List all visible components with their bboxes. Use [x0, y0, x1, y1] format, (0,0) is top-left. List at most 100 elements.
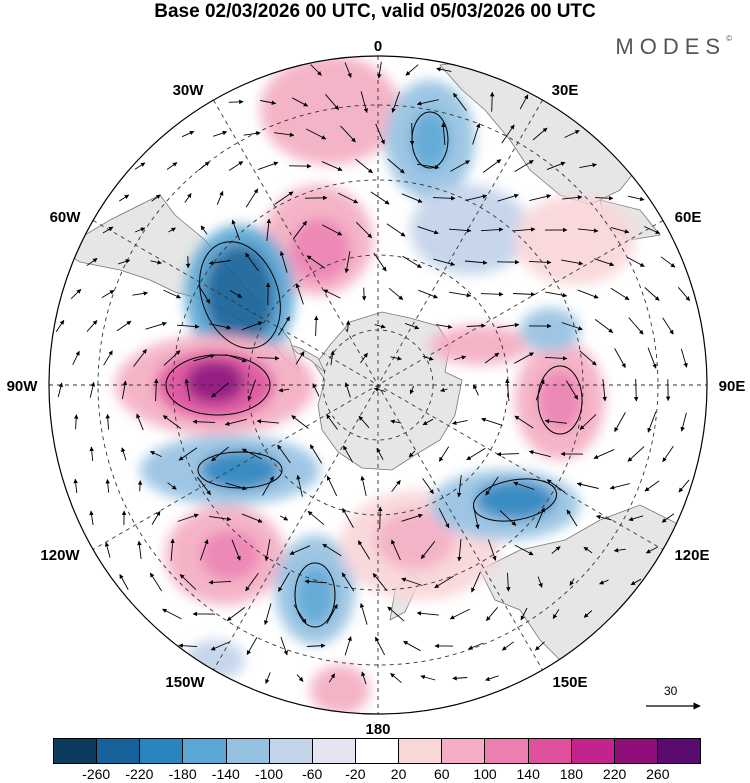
wind-vector	[177, 513, 199, 522]
wind-vector	[614, 412, 626, 432]
wind-vector	[438, 507, 450, 529]
wind-vector	[342, 508, 354, 528]
wind-vector	[662, 445, 674, 463]
wind-vector	[627, 257, 645, 267]
wind-vector	[193, 353, 216, 362]
wind-vector	[274, 132, 295, 138]
lon-label-60e: 60E	[675, 209, 702, 226]
wind-vector	[118, 259, 131, 265]
wind-vector	[375, 636, 385, 656]
wind-vector	[55, 319, 65, 333]
wind-vector	[246, 637, 258, 655]
colorbar-swatch	[442, 739, 486, 763]
wind-vector	[209, 515, 232, 522]
wind-vector	[561, 322, 583, 331]
wind-vector	[481, 417, 503, 426]
colorbar-swatch	[140, 739, 184, 763]
wind-vector	[416, 99, 439, 106]
wind-vector	[497, 193, 519, 202]
wind-vector	[341, 572, 355, 592]
pos-anomaly-i	[538, 370, 582, 430]
wind-vector	[119, 574, 129, 590]
wind-vector	[121, 447, 127, 461]
wind-vector	[306, 255, 326, 269]
wind-vector	[465, 194, 488, 201]
wind-vector	[576, 482, 599, 489]
wind-vector	[241, 513, 263, 523]
wind-vector	[377, 61, 382, 79]
wind-vector	[535, 507, 545, 529]
wind-vector	[514, 160, 534, 172]
wind-vector	[360, 475, 367, 496]
wind-vector	[472, 123, 481, 145]
wind-vector	[326, 604, 338, 624]
lon-label-150w: 150W	[165, 674, 205, 691]
wind-vector	[257, 161, 279, 171]
wind-vector	[537, 576, 543, 588]
wind-vector	[374, 324, 386, 329]
wind-vector	[645, 546, 658, 554]
wind-vector	[137, 480, 143, 492]
colorbar-tick-label: -100	[254, 766, 284, 782]
colorbar-swatch	[657, 739, 701, 763]
wind-vector	[577, 289, 599, 299]
colorbar-swatch	[312, 739, 356, 763]
colorbar-swatch	[226, 739, 270, 763]
wind-vector	[647, 347, 657, 369]
wind-vector	[181, 130, 195, 138]
colorbar-swatch	[97, 739, 141, 763]
wind-vector	[179, 574, 197, 590]
wind-vector	[277, 444, 291, 464]
lon-label-30e: 30E	[552, 82, 579, 99]
wind-vector	[178, 447, 198, 461]
colorbar-tick-label: 20	[390, 766, 407, 782]
wind-vector	[343, 445, 353, 463]
wind-vector	[361, 671, 367, 685]
wind-vector	[321, 161, 343, 171]
wind-vector	[134, 162, 146, 170]
wind-vector	[278, 387, 290, 393]
wind-vector	[501, 124, 515, 144]
wind-vector	[57, 382, 63, 398]
wind-vector	[197, 476, 211, 496]
wind-vector	[466, 323, 486, 328]
wind-vector	[422, 477, 434, 495]
wind-vector	[473, 507, 480, 530]
wind-vector	[435, 324, 453, 329]
wind-vector	[256, 419, 279, 424]
colorbar-tick-label: 140	[516, 766, 540, 782]
wind-vector	[409, 122, 415, 146]
wind-vector	[344, 382, 351, 398]
wind-vector	[200, 225, 208, 235]
wind-vector	[487, 539, 497, 561]
wind-vector	[280, 636, 288, 656]
wind-vector	[134, 227, 146, 233]
wind-vector	[456, 475, 462, 498]
wind-vector	[293, 220, 307, 240]
wind-vector	[359, 602, 368, 625]
wind-vector	[544, 418, 567, 424]
wind-vector	[278, 572, 290, 592]
wind-vector	[279, 515, 289, 521]
wind-vector	[211, 446, 229, 462]
wind-vector	[137, 540, 142, 559]
wind-vector	[313, 315, 319, 336]
colorbar-tick-label: -140	[211, 766, 240, 782]
map-boundary	[48, 55, 708, 715]
wind-vector	[535, 641, 545, 651]
wind-vector	[595, 195, 614, 201]
wind-vector	[464, 260, 488, 265]
wind-vector	[448, 228, 472, 233]
wind-vector	[610, 287, 630, 301]
wind-vector	[579, 414, 597, 430]
wind-vector	[562, 195, 583, 200]
wind-vector	[482, 159, 502, 173]
wind-vector	[231, 219, 241, 241]
wind-vector	[245, 252, 259, 272]
wind-vector	[486, 607, 498, 622]
wind-vector	[514, 544, 534, 556]
wind-vector	[104, 541, 111, 558]
wind-vector	[105, 478, 110, 493]
wind-vector	[295, 351, 305, 365]
